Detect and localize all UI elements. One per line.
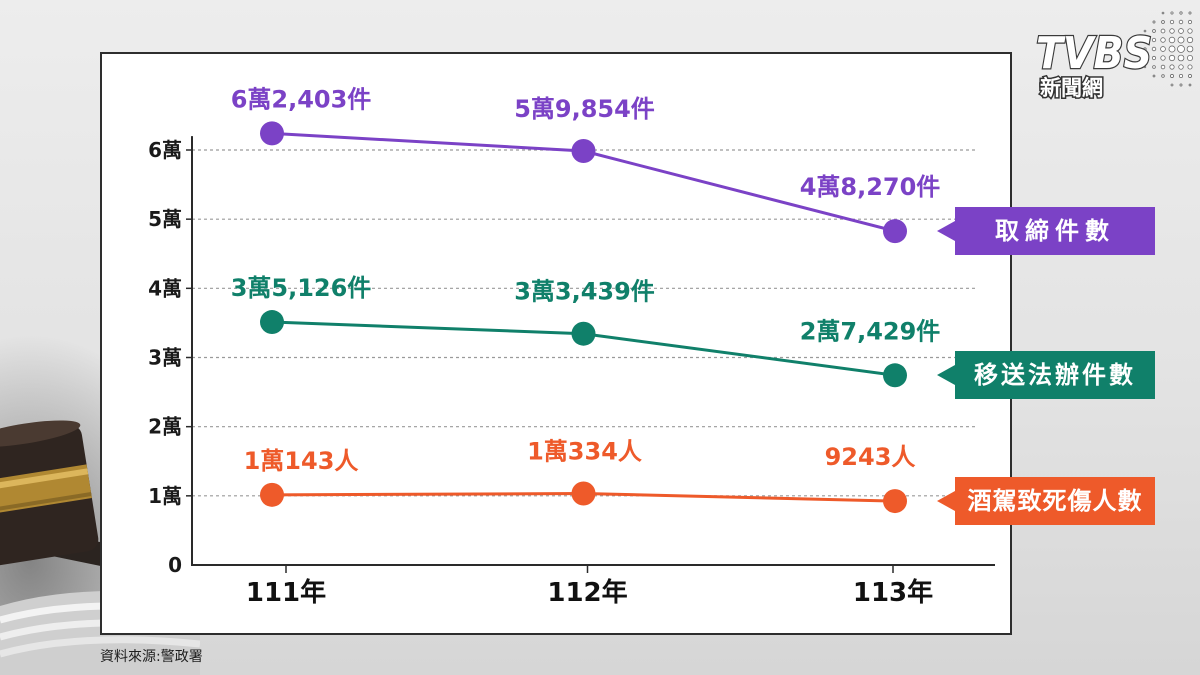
logo-dot — [1160, 55, 1166, 61]
logo-dot — [1160, 64, 1166, 70]
x-axis: 111年 112年 113年 — [191, 564, 995, 608]
logo-dot — [1168, 54, 1176, 62]
data-label: 4萬8,270件 — [800, 173, 941, 201]
logo-dot — [1170, 74, 1174, 78]
data-label: 6萬2,403件 — [231, 85, 372, 113]
data-point — [260, 482, 284, 507]
logo-dot — [1151, 37, 1157, 43]
legend-casualty-count: 酒駕致死傷人數 — [937, 477, 1155, 526]
logo-dot — [1161, 11, 1165, 15]
data-point — [571, 321, 596, 346]
logo-dot — [1187, 64, 1193, 70]
value-labels: 6萬2,403件 5萬9,854件 4萬8,270件 3萬5,126件 3萬3,439件… — [231, 85, 941, 474]
data-point — [260, 121, 284, 146]
legend-label: 取締件數 — [995, 217, 1115, 246]
data-source-note: 資料來源:警政署 — [100, 649, 203, 665]
logo-dot — [1169, 19, 1175, 25]
logo-dot — [1143, 47, 1147, 51]
series-points — [260, 121, 907, 514]
logo-subtitle-text: 新聞網 — [1040, 76, 1103, 100]
logo-dot — [1177, 54, 1185, 62]
logo-dot — [1152, 29, 1156, 33]
legend-arrow — [937, 491, 955, 512]
logo-dot — [1179, 83, 1183, 87]
logo-dot — [1152, 74, 1156, 78]
logo-dot — [1188, 83, 1192, 87]
data-point — [571, 481, 596, 506]
y-tick-label: 2萬 — [148, 415, 182, 439]
legend-prosecution-count: 移送法辦件數 — [937, 351, 1155, 400]
legend-arrow — [937, 365, 955, 386]
logo-dot — [1143, 65, 1147, 69]
logo-dot — [1168, 36, 1176, 44]
logo-dot — [1143, 29, 1147, 33]
logo-dot — [1168, 45, 1176, 53]
data-point — [883, 489, 907, 514]
y-tick-label: 5萬 — [148, 207, 182, 231]
logo-dot — [1178, 19, 1184, 25]
data-label: 1萬334人 — [527, 438, 642, 466]
legend-enforcement-count: 取締件數 — [937, 207, 1155, 256]
logo-dot — [1178, 28, 1184, 34]
y-tick-label: 0 — [168, 553, 182, 577]
logo-dot — [1179, 11, 1183, 15]
data-label: 9243人 — [825, 443, 916, 471]
y-tick-label: 4萬 — [148, 276, 182, 300]
logo-dot — [1177, 36, 1185, 44]
logo-dot — [1152, 20, 1156, 24]
logo-dot — [1161, 74, 1165, 78]
x-tick-label: 111年 — [246, 577, 326, 608]
data-point — [883, 219, 907, 244]
logo-dot — [1143, 56, 1147, 60]
logo-dot — [1169, 64, 1175, 70]
x-tick-label: 112年 — [547, 577, 627, 608]
data-point — [571, 139, 596, 164]
logo-dot — [1143, 38, 1147, 42]
logo-dot — [1160, 28, 1166, 34]
logo-dot — [1169, 28, 1175, 34]
logo-dot — [1188, 11, 1192, 15]
y-tick-label: 3萬 — [148, 346, 182, 370]
logo-dot — [1186, 54, 1194, 62]
y-axis: 0 1萬 2萬 3萬 4萬 5萬 6萬 — [148, 136, 193, 577]
logo-dot — [1152, 65, 1156, 69]
logo-dot — [1177, 45, 1185, 53]
data-label: 2萬7,429件 — [800, 317, 941, 345]
y-tick-label: 6萬 — [148, 138, 182, 162]
logo-dot — [1160, 46, 1166, 52]
logo-dot — [1186, 36, 1194, 44]
data-label: 3萬3,439件 — [514, 278, 655, 306]
logo-dot — [1151, 46, 1157, 52]
logo-dot — [1187, 28, 1193, 34]
data-point — [883, 363, 907, 388]
legend-arrow — [937, 221, 955, 242]
logo-dot — [1170, 83, 1174, 87]
y-tick-label: 1萬 — [148, 484, 182, 508]
logo-dot — [1178, 64, 1184, 70]
logo-dots — [1143, 11, 1194, 87]
logo-dot — [1188, 74, 1192, 78]
logo-dot — [1160, 37, 1166, 43]
legend-label: 移送法辦件數 — [974, 361, 1136, 390]
legend-label: 酒駕致死傷人數 — [967, 487, 1143, 516]
x-tick-label: 113年 — [853, 577, 933, 608]
logo-dot — [1186, 45, 1194, 53]
logo-brand-text: TVBS — [1036, 28, 1152, 79]
logo-dot — [1178, 73, 1184, 79]
data-point — [260, 310, 284, 335]
logo-dot — [1161, 20, 1165, 24]
data-label: 1萬143人 — [244, 447, 359, 475]
tvbs-logo: TVBS 新聞網 — [1035, 11, 1194, 102]
logo-dot — [1151, 55, 1157, 61]
logo-dot — [1170, 11, 1174, 15]
logo-dot — [1187, 19, 1193, 25]
data-label: 5萬9,854件 — [514, 95, 655, 123]
data-label: 3萬5,126件 — [231, 274, 372, 302]
